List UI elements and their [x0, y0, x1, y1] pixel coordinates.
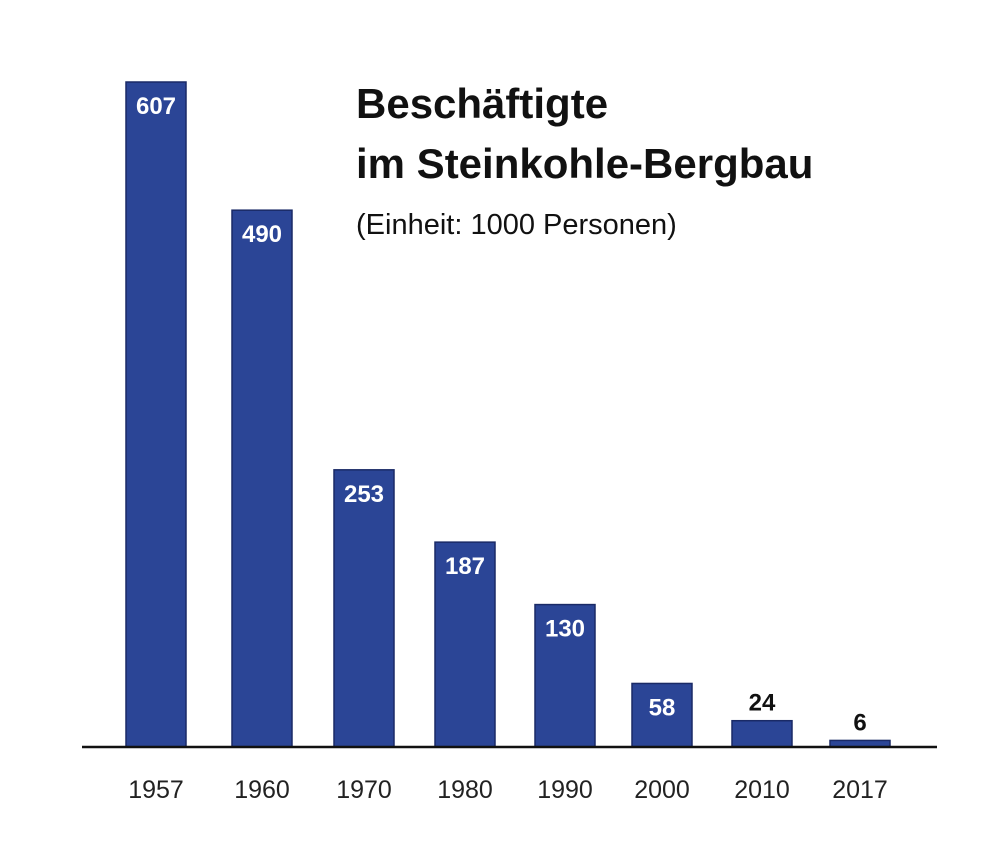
chart-subtitle: (Einheit: 1000 Personen)	[356, 209, 677, 241]
category-label-1980: 1980	[437, 776, 493, 804]
value-label-1980: 187	[445, 553, 485, 580]
category-label-2017: 2017	[832, 776, 888, 804]
value-label-1970: 253	[344, 481, 384, 508]
bar-1957	[125, 81, 187, 748]
bar-1960	[231, 209, 293, 748]
chart-title-line-1: Beschäftigte	[356, 80, 608, 127]
value-label-1957: 607	[136, 93, 176, 120]
category-label-1957: 1957	[128, 776, 184, 804]
category-label-1970: 1970	[336, 776, 392, 804]
category-label-1990: 1990	[537, 776, 593, 804]
value-label-1990: 130	[545, 616, 585, 643]
value-label-2000: 58	[649, 694, 676, 721]
chart-title-line-2: im Steinkohle-Bergbau	[356, 140, 813, 187]
bar-2000	[631, 682, 693, 748]
bars-group	[125, 81, 891, 748]
category-label-2000: 2000	[634, 776, 690, 804]
category-label-1960: 1960	[234, 776, 290, 804]
value-labels-group: 607 490 253 187 130 58 24 6	[136, 93, 867, 736]
bar-1980	[434, 541, 496, 748]
bar-1970	[333, 469, 395, 748]
category-labels-group: 1957 1960 1970 1980 1990 2000 2010 2017	[128, 776, 888, 804]
bar-2010	[731, 719, 793, 748]
value-label-2010: 24	[749, 690, 776, 717]
value-label-2017: 6	[853, 709, 866, 736]
value-label-1960: 490	[242, 221, 282, 248]
category-label-2010: 2010	[734, 776, 790, 804]
